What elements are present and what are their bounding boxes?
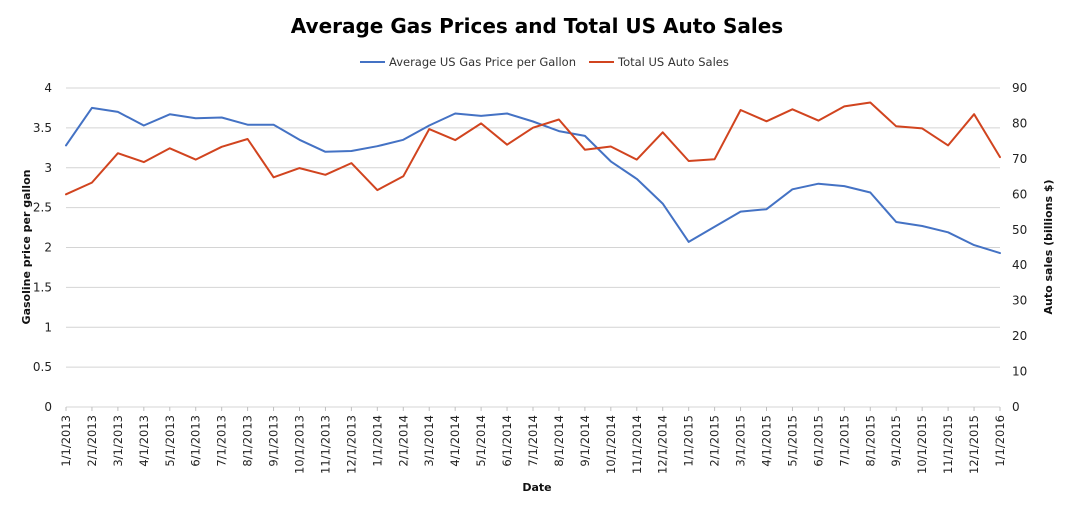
y-tick-label: 3	[44, 161, 52, 175]
y2-tick-label: 60	[1012, 187, 1027, 201]
x-tick-label: 4/1/2014	[448, 415, 462, 467]
x-tick-label: 1/1/2016	[993, 415, 1007, 467]
x-tick-label: 7/1/2014	[526, 415, 540, 467]
x-tick-label: 1/1/2013	[59, 415, 73, 467]
x-tick-label: 12/1/2013	[344, 415, 358, 474]
x-tick-label: 10/1/2014	[604, 415, 618, 474]
x-tick-label: 5/1/2013	[163, 415, 177, 467]
legend: Average US Gas Price per Gallon Total US…	[360, 55, 729, 69]
series-line-auto-sales	[65, 101, 1001, 196]
y-tick-label: 2.5	[33, 201, 52, 215]
x-tick-label: 10/1/2013	[293, 415, 307, 474]
x-tick-label: 10/1/2015	[915, 415, 929, 474]
y2-axis-title: Auto sales (billions $)	[1042, 180, 1055, 315]
x-tick-label: 11/1/2014	[630, 415, 644, 474]
series-line-gas-price	[65, 106, 1001, 255]
y-tick-label: 4	[44, 81, 52, 95]
x-tick-label: 8/1/2015	[863, 415, 877, 467]
y-tick-label: 3.5	[33, 121, 52, 135]
x-tick-label: 5/1/2014	[474, 415, 488, 467]
series-lines	[65, 101, 1001, 255]
x-tick-label: 3/1/2014	[422, 415, 436, 467]
y2-tick-label: 10	[1012, 365, 1027, 379]
y-axis-title: Gasoline price per gallon	[20, 170, 33, 325]
y2-tick-label: 70	[1012, 152, 1027, 166]
x-tick-label: 2/1/2015	[708, 415, 722, 467]
x-tick-label: 11/1/2013	[318, 415, 332, 474]
x-tick-label: 1/1/2015	[682, 415, 696, 467]
x-tick-label: 3/1/2015	[734, 415, 748, 467]
y-tick-label: 2	[44, 241, 52, 255]
legend-label-auto-sales: Total US Auto Sales	[617, 55, 729, 69]
x-tick-label: 4/1/2013	[137, 415, 151, 467]
x-tick-label: 3/1/2013	[111, 415, 125, 467]
gridlines	[66, 87, 1000, 408]
y2-tick-label: 20	[1012, 329, 1027, 343]
legend-label-gas-price: Average US Gas Price per Gallon	[389, 55, 576, 69]
x-tick-label: 6/1/2015	[811, 415, 825, 467]
x-tick-label: 8/1/2013	[241, 415, 255, 467]
y2-tick-label: 0	[1012, 400, 1020, 414]
y2-tick-label: 30	[1012, 294, 1027, 308]
x-tick-label: 9/1/2014	[578, 415, 592, 467]
y-tick-label: 0.5	[33, 360, 52, 374]
y2-tick-label: 40	[1012, 258, 1027, 272]
x-tick-label: 9/1/2013	[267, 415, 281, 467]
y2-tick-label: 80	[1012, 116, 1027, 130]
x-axis-ticks: 1/1/2013 2/1/2013 3/1/2013 4/1/2013 5/1/2013…	[59, 407, 1007, 474]
right-axis-ticks: 0 10 20 30 40 50 60 70 80 90	[1012, 81, 1027, 414]
x-tick-label: 2/1/2013	[85, 415, 99, 467]
y-tick-label: 1.5	[33, 280, 52, 294]
x-tick-label: 11/1/2015	[941, 415, 955, 474]
x-tick-label: 6/1/2013	[189, 415, 203, 467]
x-tick-label: 12/1/2015	[967, 415, 981, 474]
chart-title: Average Gas Prices and Total US Auto Sal…	[291, 14, 783, 38]
y2-tick-label: 50	[1012, 223, 1027, 237]
left-axis-ticks: 0 0.5 1 1.5 2 2.5 3 3.5 4	[33, 81, 52, 414]
y-tick-label: 0	[44, 400, 52, 414]
x-axis-title: Date	[522, 481, 551, 494]
x-tick-label: 7/1/2015	[837, 415, 851, 467]
x-tick-label: 2/1/2014	[396, 415, 410, 467]
x-tick-label: 4/1/2015	[760, 415, 774, 467]
x-tick-label: 7/1/2013	[215, 415, 229, 467]
x-tick-label: 6/1/2014	[500, 415, 514, 467]
x-tick-label: 1/1/2014	[370, 415, 384, 467]
x-tick-label: 12/1/2014	[656, 415, 670, 474]
x-tick-label: 8/1/2014	[552, 415, 566, 467]
x-tick-label: 5/1/2015	[785, 415, 799, 467]
x-tick-label: 9/1/2015	[889, 415, 903, 467]
y2-tick-label: 90	[1012, 81, 1027, 95]
y-tick-label: 1	[44, 320, 52, 334]
